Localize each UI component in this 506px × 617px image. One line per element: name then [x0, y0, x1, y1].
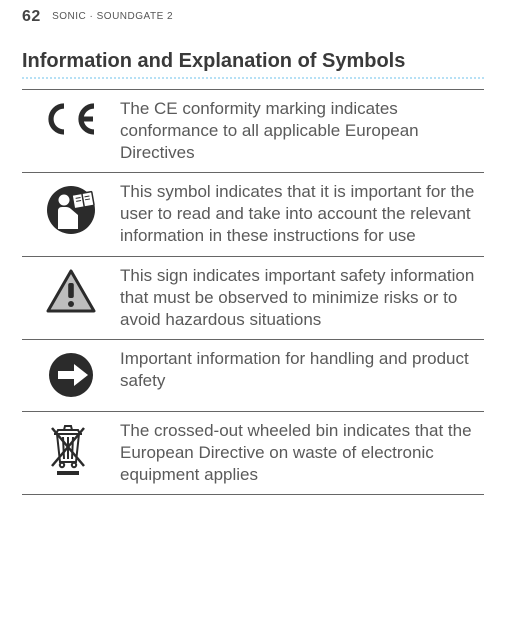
arrow-circle-icon [22, 348, 120, 398]
page-title: Information and Explanation of Symbols [22, 50, 484, 73]
symbol-row: The crossed-out wheeled bin indicates th… [22, 412, 484, 495]
symbol-description: This symbol indicates that it is importa… [120, 181, 484, 247]
running-title: SONIC · SOUNDGATE 2 [52, 11, 173, 22]
document-page: 62 SONIC · SOUNDGATE 2 Information and E… [0, 0, 506, 495]
page-header: 62 SONIC · SOUNDGATE 2 [22, 8, 484, 36]
read-manual-icon [22, 181, 120, 235]
symbol-description: The crossed-out wheeled bin indicates th… [120, 420, 484, 486]
symbol-row: The CE conformity marking indicates conf… [22, 89, 484, 173]
ce-mark-icon [22, 98, 120, 136]
symbol-row: This symbol indicates that it is importa… [22, 173, 484, 256]
symbol-description: The CE conformity marking indicates conf… [120, 98, 484, 164]
symbol-description: This sign indicates important safety inf… [120, 265, 484, 331]
symbol-row: Important information for handling and p… [22, 340, 484, 412]
weee-bin-icon [22, 420, 120, 476]
symbol-description: Important information for handling and p… [120, 348, 484, 392]
symbol-row: This sign indicates important safety inf… [22, 257, 484, 340]
title-dotted-rule [22, 77, 484, 79]
page-number: 62 [22, 8, 41, 25]
warning-triangle-icon [22, 265, 120, 313]
